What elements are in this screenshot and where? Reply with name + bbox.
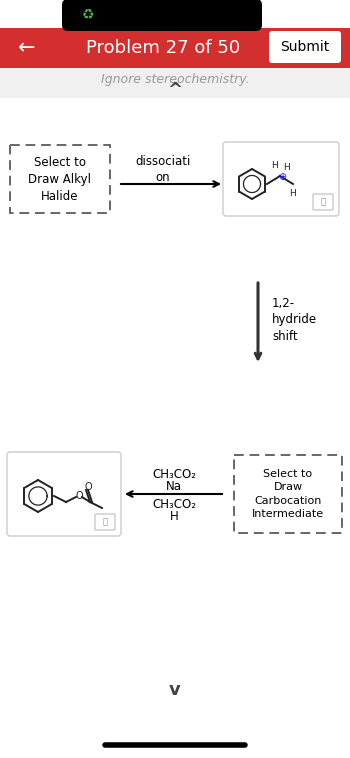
Text: Problem 27 of 50: Problem 27 of 50 bbox=[86, 39, 240, 57]
Text: ←: ← bbox=[18, 38, 35, 58]
Text: H: H bbox=[283, 164, 289, 173]
Text: ^: ^ bbox=[167, 81, 183, 99]
Text: H: H bbox=[170, 510, 178, 524]
FancyBboxPatch shape bbox=[269, 31, 341, 63]
FancyBboxPatch shape bbox=[7, 452, 121, 536]
FancyBboxPatch shape bbox=[10, 145, 110, 213]
Text: H: H bbox=[290, 189, 296, 198]
Text: dissociati
on: dissociati on bbox=[135, 155, 191, 184]
Text: ♻: ♻ bbox=[82, 8, 94, 22]
Text: O: O bbox=[84, 482, 92, 492]
Text: Na: Na bbox=[166, 481, 182, 493]
Bar bbox=[0, 68, 350, 98]
Text: Select to
Draw Alkyl
Halide: Select to Draw Alkyl Halide bbox=[28, 155, 91, 202]
Text: 🔍: 🔍 bbox=[103, 518, 107, 527]
Text: O: O bbox=[75, 491, 83, 501]
FancyBboxPatch shape bbox=[62, 0, 262, 31]
Bar bbox=[0, 28, 350, 68]
FancyBboxPatch shape bbox=[223, 142, 339, 216]
Text: Submit: Submit bbox=[280, 40, 330, 54]
FancyBboxPatch shape bbox=[95, 514, 115, 530]
Text: H: H bbox=[272, 161, 278, 171]
FancyBboxPatch shape bbox=[234, 455, 342, 533]
Text: 🔍: 🔍 bbox=[321, 198, 326, 206]
Text: Ignore stereochemistry.: Ignore stereochemistry. bbox=[101, 73, 249, 86]
Text: ⊕: ⊕ bbox=[278, 172, 286, 182]
Text: 1,2-
hydride
shift: 1,2- hydride shift bbox=[272, 296, 317, 343]
Text: v: v bbox=[169, 681, 181, 699]
Text: CH₃CO₂: CH₃CO₂ bbox=[152, 468, 196, 481]
Text: Select to
Draw
Carbocation
Intermediate: Select to Draw Carbocation Intermediate bbox=[252, 469, 324, 518]
FancyBboxPatch shape bbox=[313, 194, 333, 210]
Text: CH₃CO₂: CH₃CO₂ bbox=[152, 497, 196, 510]
